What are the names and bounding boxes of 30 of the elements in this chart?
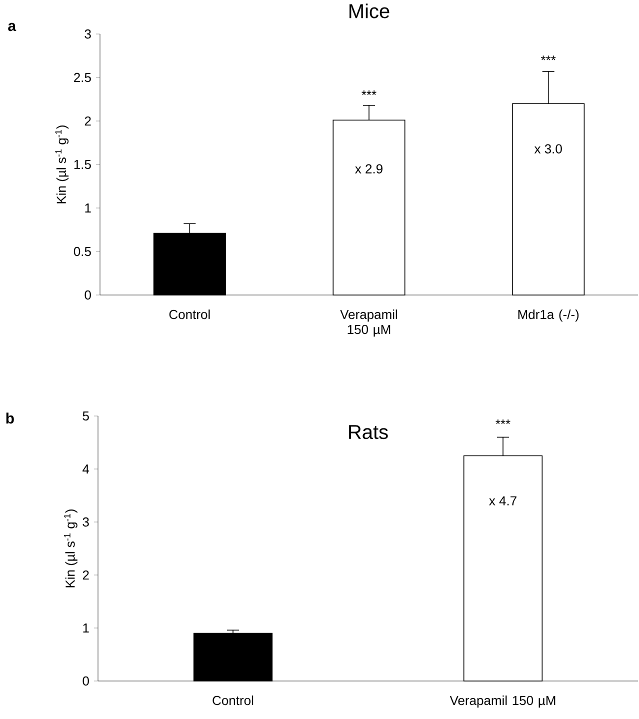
x-tick-label: Verapamil 150 µM bbox=[450, 696, 556, 708]
x-tick-label: Mdr1a (-/-) bbox=[518, 310, 579, 322]
y-tick-label: 3 bbox=[84, 29, 91, 39]
chart-title: Rats bbox=[349, 425, 388, 440]
x-tick-label: Control bbox=[169, 310, 210, 320]
y-tick-label: 0 bbox=[84, 290, 91, 300]
annotation: *** bbox=[496, 419, 510, 424]
y-tick-label: 5 bbox=[82, 411, 89, 421]
annotation: *** bbox=[362, 90, 376, 95]
y-tick-label: 2 bbox=[82, 570, 89, 580]
y-axis-title: Kin (µl s$^{-1}$ g$^{-1}$) bbox=[55, 126, 69, 204]
y-tick-label: 2 bbox=[84, 116, 91, 126]
x-tick-label: Control bbox=[212, 696, 254, 706]
annotation: x 3.0 bbox=[534, 144, 562, 154]
text: b bbox=[6, 412, 14, 424]
x-tick-label: Verapamil 150 µM bbox=[340, 310, 398, 337]
y-axis-title: Kin (µl s$^{-1}$ g$^{-1}$) bbox=[64, 510, 78, 588]
y-tick-label: 1.5 bbox=[74, 160, 91, 170]
y-tick-label: 0.5 bbox=[74, 246, 91, 256]
y-tick-label: 4 bbox=[82, 464, 90, 474]
annotation: x 2.9 bbox=[355, 164, 382, 174]
annotation: x 4.7 bbox=[489, 496, 516, 506]
text: a bbox=[8, 22, 16, 32]
y-tick-label: 3 bbox=[82, 517, 89, 527]
y-tick-label: 1 bbox=[83, 624, 89, 632]
y-tick-label: 0 bbox=[82, 676, 89, 686]
annotation: *** bbox=[540, 56, 556, 60]
y-tick-label: 1 bbox=[85, 204, 91, 212]
chart-title: Mice bbox=[350, 4, 390, 18]
y-tick-label: 2.5 bbox=[74, 72, 91, 82]
